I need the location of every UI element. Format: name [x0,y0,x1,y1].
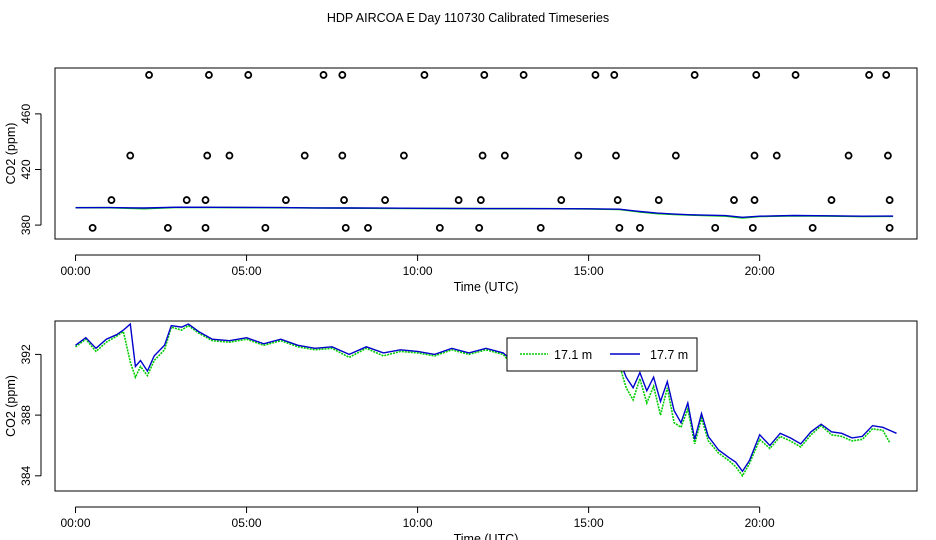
legend: 17.1 m 17.7 m [506,337,698,372]
data-point [340,196,348,204]
data-point [610,71,619,79]
data-point [885,196,894,204]
series-line-a [75,324,891,478]
data-point [338,151,347,160]
y-axis: 384 388 392 [19,344,42,486]
y-tick-label: 388 [19,405,33,425]
data-point [107,196,116,204]
data-point [364,223,372,232]
data-point [519,71,528,79]
data-point [690,71,699,79]
data-point [730,196,738,204]
y-axis: 380 420 460 [19,104,42,235]
y-axis-label: CO2 (ppm) [4,375,18,437]
x-tick-label: 10:00 [403,264,433,278]
data-point [300,151,309,160]
x-axis-label: Time (UTC) [454,532,519,540]
y-tick-label: 392 [19,344,33,364]
x-axis-label: Time (UTC) [454,280,519,294]
x-tick-label: 00:00 [61,516,91,530]
x-tick-label: 10:00 [403,516,433,530]
data-point [400,151,408,160]
data-point [827,196,836,204]
plot-frame [54,320,918,492]
legend-label-b: 17.7 m [650,348,688,362]
data-point [536,223,545,232]
data-point [613,196,622,204]
y-tick-label: 384 [19,465,33,485]
data-point [591,71,600,79]
y-axis-label: CO2 (ppm) [4,123,18,185]
y-tick-label: 380 [19,215,33,235]
data-point [772,151,781,160]
data-point [574,151,583,160]
x-axis: 00:00 05:00 10:00 15:00 20:00 [61,506,775,530]
figure-title: HDP AIRCOA E Day 110730 Calibrated Times… [327,11,609,25]
data-point [791,71,800,79]
data-point [145,71,153,79]
data-point [752,71,761,79]
data-point [750,151,759,160]
data-point [654,196,663,204]
legend-label-a: 17.1 m [554,348,592,362]
data-point [205,71,213,79]
data-point [244,71,253,79]
data-point [182,196,191,204]
x-tick-label: 20:00 [745,264,775,278]
data-point [381,196,389,204]
x-tick-label: 05:00 [232,264,262,278]
data-point [500,151,509,160]
series-line-b [75,206,894,219]
data-point [480,71,489,79]
data-point [281,196,290,204]
data-point [454,196,463,204]
y-tick-label: 460 [19,104,33,124]
data-point [475,223,484,232]
x-axis: 00:00 05:00 10:00 15:00 20:00 [61,254,775,278]
data-point [615,223,624,232]
data-point [163,223,172,232]
data-point [750,196,759,204]
data-point [808,223,817,232]
data-point [476,196,485,204]
data-point [478,151,487,160]
data-point [865,71,874,79]
data-point [636,223,644,232]
x-tick-label: 00:00 [61,264,91,278]
data-point [711,223,720,232]
y-tick-label: 420 [19,159,33,179]
data-point [882,71,891,79]
data-point [225,151,234,160]
x-tick-label: 15:00 [574,516,604,530]
data-point [612,151,620,160]
data-point [435,223,444,232]
x-tick-label: 15:00 [574,264,604,278]
data-point [203,151,212,160]
x-tick-label: 05:00 [232,516,262,530]
data-point [341,223,350,232]
top-panel: 00:00 05:00 10:00 15:00 20:00 Time (UTC) 380 42… [4,67,918,294]
data-point [844,151,853,160]
data-point [201,223,210,232]
data-point [126,151,135,160]
plot-frame [54,67,918,240]
data-point [319,71,328,79]
data-point [338,71,347,79]
data-point [885,223,894,232]
data-point [748,223,757,232]
series-line-b [75,322,897,473]
data-point [557,196,566,204]
x-tick-label: 20:00 [745,516,775,530]
data-point [261,223,270,232]
data-point [420,71,429,79]
data-point [884,151,892,160]
data-point [88,223,97,232]
data-point [201,196,210,204]
data-point [671,151,680,160]
